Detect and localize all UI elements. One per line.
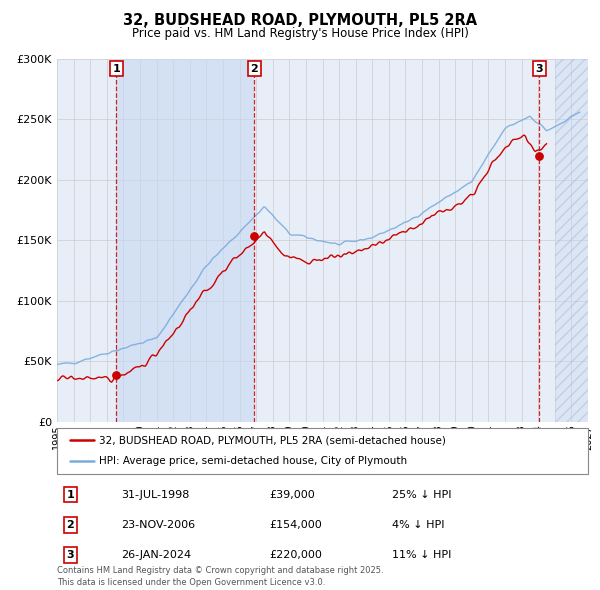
Text: 32, BUDSHEAD ROAD, PLYMOUTH, PL5 2RA: 32, BUDSHEAD ROAD, PLYMOUTH, PL5 2RA: [123, 13, 477, 28]
Text: 1: 1: [113, 64, 120, 74]
Text: £154,000: £154,000: [269, 520, 322, 530]
Bar: [116, 59, 254, 422]
Text: 2: 2: [67, 520, 74, 530]
Text: Contains HM Land Registry data © Crown copyright and database right 2025.
This d: Contains HM Land Registry data © Crown c…: [57, 566, 383, 587]
Text: 32, BUDSHEAD ROAD, PLYMOUTH, PL5 2RA (semi-detached house): 32, BUDSHEAD ROAD, PLYMOUTH, PL5 2RA (se…: [100, 435, 446, 445]
Text: 2: 2: [251, 64, 259, 74]
Text: 26-JAN-2024: 26-JAN-2024: [121, 550, 191, 560]
Text: 3: 3: [536, 64, 543, 74]
Text: 31-JUL-1998: 31-JUL-1998: [121, 490, 189, 500]
Text: Price paid vs. HM Land Registry's House Price Index (HPI): Price paid vs. HM Land Registry's House …: [131, 27, 469, 40]
Text: 11% ↓ HPI: 11% ↓ HPI: [392, 550, 451, 560]
Text: £220,000: £220,000: [269, 550, 322, 560]
Point: [535, 151, 544, 160]
Text: 3: 3: [67, 550, 74, 560]
Bar: [555, 59, 588, 422]
Text: HPI: Average price, semi-detached house, City of Plymouth: HPI: Average price, semi-detached house,…: [100, 457, 407, 467]
Text: £39,000: £39,000: [269, 490, 315, 500]
Text: 1: 1: [67, 490, 74, 500]
Text: 23-NOV-2006: 23-NOV-2006: [121, 520, 195, 530]
Text: 4% ↓ HPI: 4% ↓ HPI: [392, 520, 444, 530]
Text: 25% ↓ HPI: 25% ↓ HPI: [392, 490, 451, 500]
Point: [112, 370, 121, 379]
Point: [250, 231, 259, 240]
